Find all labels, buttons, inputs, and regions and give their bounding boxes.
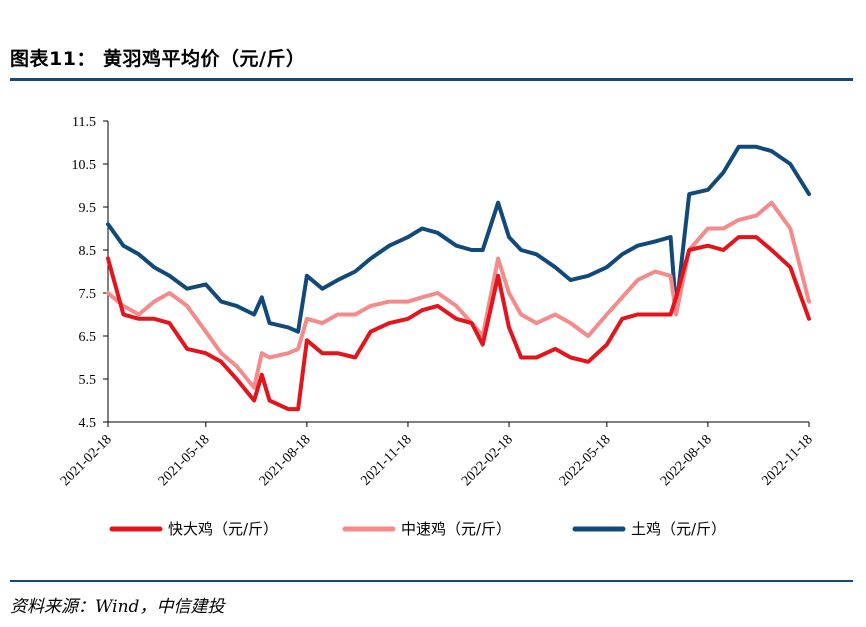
x-tick-label: 2021-05-18 — [156, 432, 213, 489]
series-line — [106, 235, 811, 412]
y-tick-label: 6.5 — [79, 330, 97, 345]
y-tick-label: 4.5 — [79, 416, 97, 431]
y-tick-label: 9.5 — [79, 201, 97, 216]
header-rule — [10, 78, 853, 81]
source-note: 资料来源：Wind，中信建投 — [10, 597, 225, 617]
series-line — [106, 144, 811, 334]
y-tick-label: 8.5 — [79, 244, 97, 259]
y-tick-label: 5.5 — [79, 373, 97, 388]
x-tick-label: 2021-02-18 — [58, 432, 115, 489]
y-tick-label: 7.5 — [79, 287, 97, 302]
x-tick-label: 2022-08-18 — [658, 432, 715, 489]
x-tick-label: 2022-02-18 — [459, 432, 516, 489]
chart: 4.5 5.5 6.5 7.5 8.5 9.5 10.5 11.5 2021-02-18 202… — [58, 115, 816, 538]
legend-label: 中速鸡（元/斤） — [401, 520, 511, 538]
y-tick-label: 10.5 — [72, 158, 97, 173]
series-line — [106, 200, 811, 390]
y-tick-label: 11.5 — [72, 115, 96, 130]
x-tick-label: 2021-08-18 — [257, 432, 314, 489]
footer-rule — [10, 580, 853, 582]
legend-label: 快大鸡（元/斤） — [168, 520, 278, 538]
x-tick-label: 2022-05-18 — [557, 432, 614, 489]
legend-label: 土鸡（元/斤） — [631, 520, 726, 538]
chart-title: 图表11： 黄羽鸡平均价（元/斤） — [10, 48, 306, 70]
x-tick-label: 2022-11-18 — [759, 432, 815, 488]
x-tick-label: 2021-11-18 — [358, 432, 414, 488]
